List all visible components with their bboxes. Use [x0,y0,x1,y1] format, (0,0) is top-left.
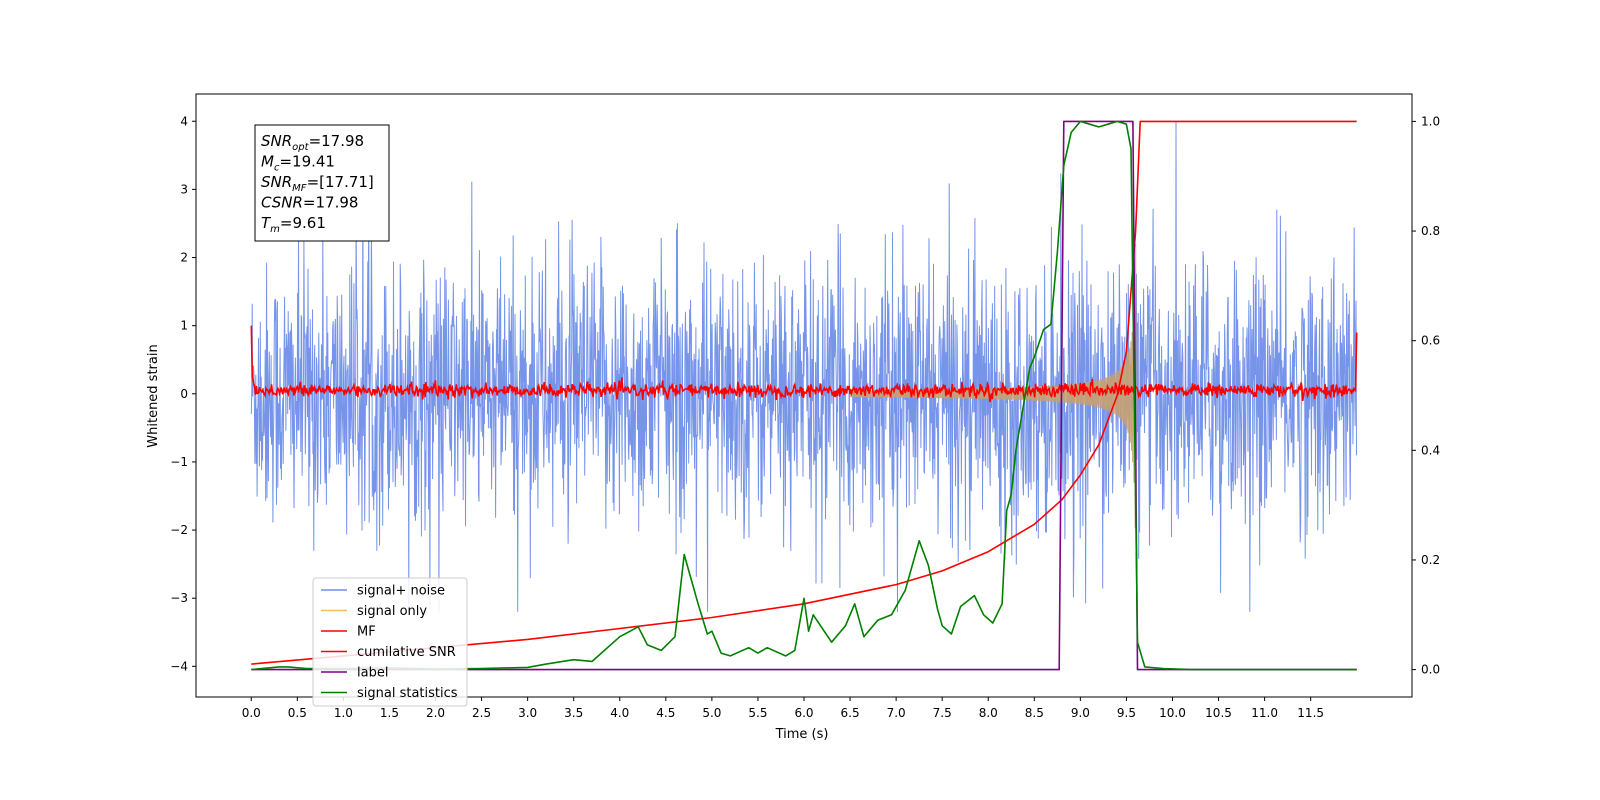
legend-label: signal+ noise [357,584,445,599]
x-axis-label: Time (s) [775,727,829,742]
annotation-symbol: M [261,153,274,171]
annotation-subscript: m [270,224,280,235]
y-tick-label-right: 1.0 [1421,114,1440,128]
x-tick-label: 0.5 [288,706,307,720]
x-tick-label: 8.5 [1025,706,1044,720]
annotation-line: Mc=19.41 [261,153,335,174]
annotation-frame [254,124,390,242]
annotation-value: =17.98 [309,132,365,150]
x-tick-label: 11.0 [1251,706,1278,720]
annotation-line: Tm=9.61 [261,214,326,235]
annotation-line: CSNR=17.98 [261,194,358,212]
annotation-value: =[17.71] [307,173,374,191]
annotation-symbol: CSNR [261,194,303,212]
annotation-subscript: opt [292,142,309,153]
x-tick-label: 0.0 [242,706,261,720]
y-axis-left: −4 −3 −2 −1 0 1 2 3 4 [170,114,196,673]
annotation-subscript: MF [292,183,307,194]
series-cumulative-snr-line [251,120,1357,665]
annotation-value: =19.41 [279,153,335,171]
x-tick-label: 5.5 [748,706,767,720]
y-tick-label-left: −1 [170,455,188,469]
x-tick-label: 7.0 [887,706,906,720]
x-tick-label: 11.5 [1297,706,1324,720]
y-tick-label-left: −3 [170,591,188,605]
y-axis-label: Whitened strain [146,344,161,447]
y-tick-label-left: 4 [180,114,188,128]
legend-frame [312,577,468,707]
annotation-box: SNRopt=17.98Mc=19.41SNRMF=[17.71]CSNR=17… [254,124,390,242]
y-tick-label-right: 0.4 [1421,443,1440,457]
y-tick-label-left: −4 [170,659,188,673]
series-layer [250,120,1358,671]
x-tick-label: 3.5 [564,706,583,720]
x-tick-label: 3.0 [518,706,537,720]
x-tick-label: 9.5 [1117,706,1136,720]
y-tick-label-right: 0.8 [1421,224,1440,238]
y-tick-label-right: 0.0 [1421,663,1440,677]
annotation-symbol: T [261,214,272,232]
annotation-symbol: SNR [261,132,292,150]
series-signal-noise-line [250,121,1357,612]
series-mf-line [250,325,1358,403]
y-tick-label-right: 0.2 [1421,553,1440,567]
x-tick-label: 1.5 [380,706,399,720]
x-tick-label: 4.0 [610,706,629,720]
series-signal-statistics-line [251,120,1357,671]
legend-label: signal only [357,604,427,619]
y-tick-label-left: 3 [180,182,188,196]
x-tick-label: 4.5 [656,706,675,720]
x-tick-label: 8.0 [979,706,998,720]
x-tick-label: 2.5 [472,706,491,720]
legend-label: cumilative SNR [357,645,456,660]
x-tick-label: 10.0 [1159,706,1186,720]
annotation-line: SNRMF=[17.71] [261,173,374,194]
annotation-subscript: c [274,163,280,174]
annotation-symbol: SNR [261,173,292,191]
annotation-value: =9.61 [280,214,326,232]
annotation-line: SNRopt=17.98 [261,132,364,153]
y-axis-right: 0.0 0.2 0.4 0.6 0.8 1.0 [1412,114,1440,677]
legend-label: MF [357,625,376,640]
legend-label: label [357,666,388,681]
y-tick-label-left: 2 [180,251,188,265]
y-tick-label-left: 1 [180,319,188,333]
x-tick-label: 7.5 [933,706,952,720]
x-tick-label: 10.5 [1205,706,1232,720]
x-tick-label: 2.0 [426,706,445,720]
legend-label: signal statistics [357,686,458,701]
y-tick-label-left: 0 [180,387,188,401]
y-tick-label-left: −2 [170,523,188,537]
x-tick-label: 1.0 [334,706,353,720]
annotation-value: =17.98 [303,194,359,212]
annotation-lines: SNRopt=17.98Mc=19.41SNRMF=[17.71]CSNR=17… [261,132,374,235]
x-tick-label: 5.0 [702,706,721,720]
legend-items: signal+ noise signal only MF cumilative SNR… [321,584,458,701]
x-axis: 0.0 0.5 1.0 1.5 2.0 2.5 3.0 3.5 4.0 4.5 5.0 5.5 6.0 6… [242,697,1324,720]
x-tick-label: 6.0 [794,706,813,720]
x-tick-label: 9.0 [1071,706,1090,720]
legend: signal+ noise signal only MF cumilative SNR… [312,577,468,707]
y-tick-label-right: 0.6 [1421,334,1440,348]
x-tick-label: 6.5 [841,706,860,720]
